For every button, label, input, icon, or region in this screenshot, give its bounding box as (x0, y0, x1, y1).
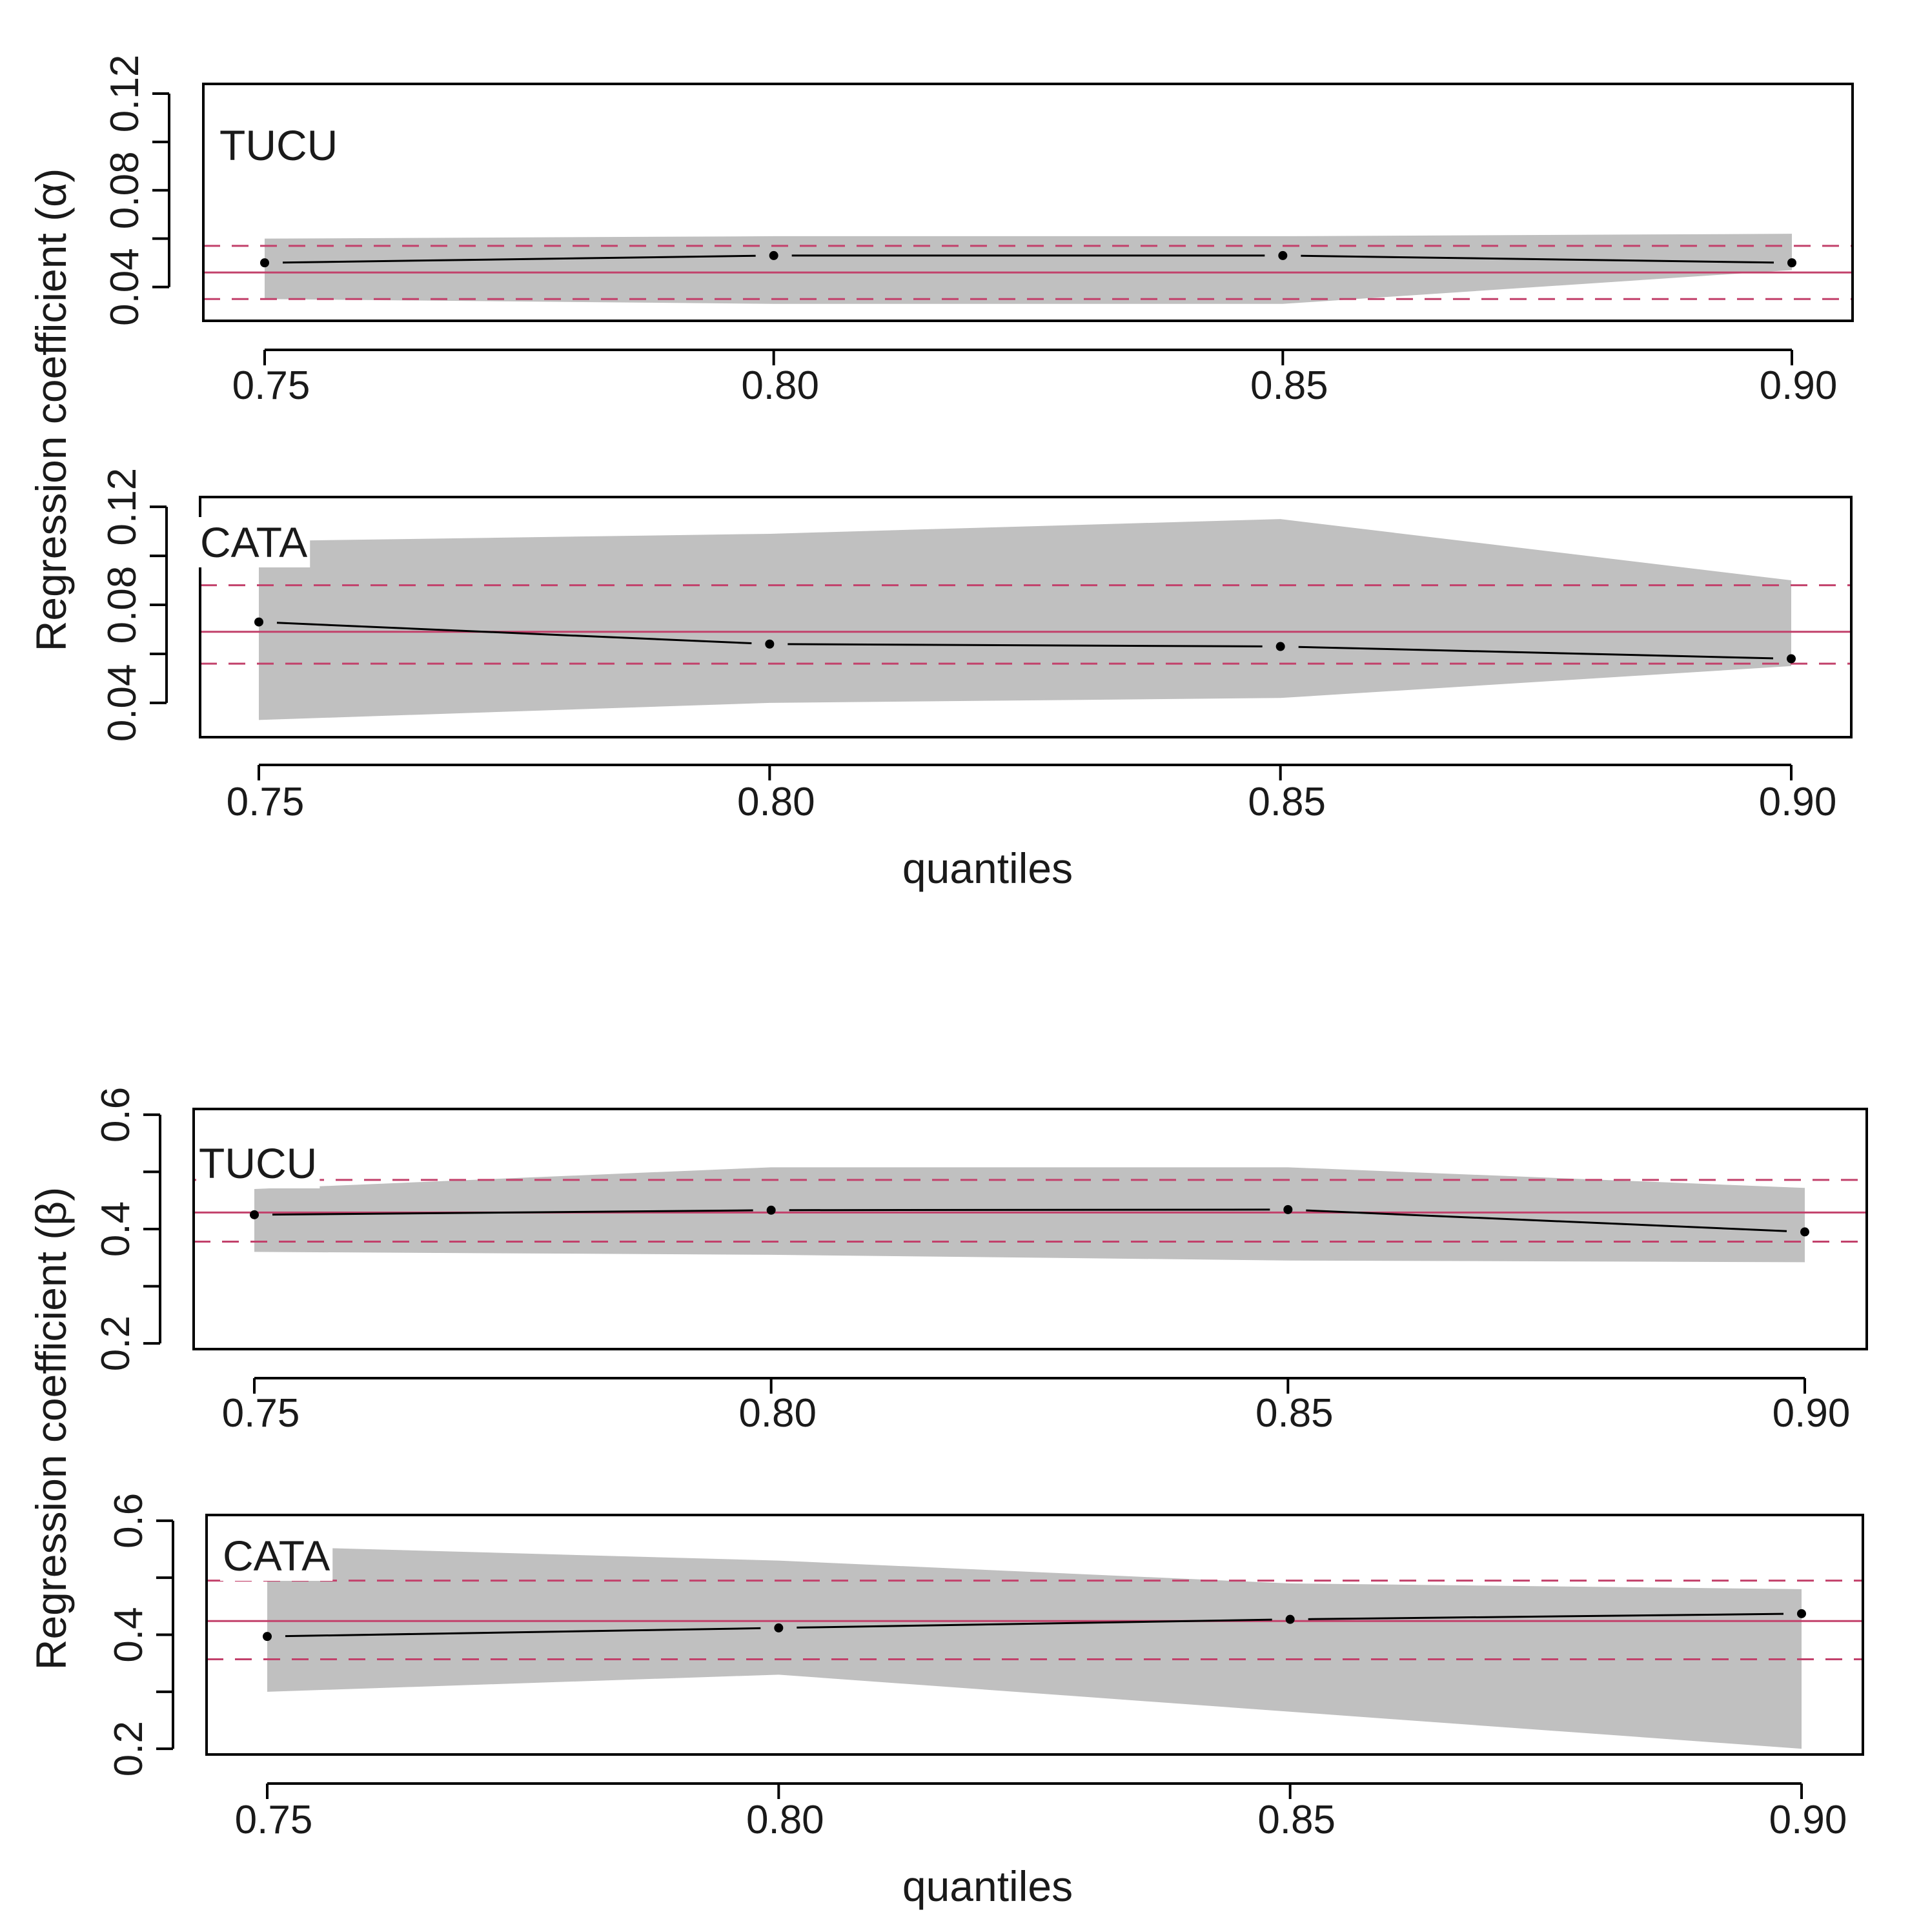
panel-label: CATA (200, 518, 307, 566)
alpha-cata-panel: CATA 0.04 0.08 0.12 0.75 0.80 0.85 0.90 (100, 468, 1853, 824)
estimate-point (1283, 1205, 1293, 1214)
panel-frame (192, 1108, 1868, 1350)
y-tick-label: 0.04 (103, 248, 147, 326)
y-tick-label: 0.6 (107, 1493, 151, 1549)
estimate-point (1787, 258, 1796, 268)
estimate-point (766, 1205, 776, 1215)
estimate-line-segment (1298, 646, 1774, 660)
estimate-point (260, 258, 269, 268)
x-tick-label: 0.85 (1255, 1391, 1334, 1436)
y-tick-label: 0.2 (94, 1316, 138, 1371)
beta-cata-panel: CATA 0.2 0.4 0.6 0.75 0.80 0.85 0.90 (107, 1493, 1864, 1842)
beta-x-axis-label: quantiles (902, 1862, 1073, 1910)
estimate-point (1797, 1609, 1806, 1618)
estimate-line-segment (272, 1209, 753, 1216)
y-tick-label: 0.4 (94, 1201, 138, 1257)
x-tick-label: 0.75 (227, 780, 305, 824)
estimate-point (1275, 642, 1285, 651)
beta-y-axis-label: Regression coefficient (β) (27, 1187, 75, 1670)
estimate-line-segment (1301, 254, 1774, 264)
y-tick-label: 0.4 (107, 1607, 151, 1662)
x-tick-label: 0.90 (1769, 1798, 1847, 1842)
estimate-line-segment (787, 643, 1263, 647)
alpha-x-axis-label: quantiles (902, 844, 1073, 892)
estimate-point (1787, 654, 1796, 664)
panel-label-background (217, 120, 341, 170)
estimate-point (250, 1210, 259, 1219)
estimate-line-segment (282, 254, 756, 264)
estimate-line-segment (797, 1618, 1272, 1629)
beta-tucu-panel: TUCU 0.2 0.4 0.6 0.75 0.80 0.85 0.90 (94, 1087, 1868, 1436)
y-tick-label: 0.04 (100, 664, 145, 742)
panel-label-background (220, 1530, 333, 1581)
estimate-point (774, 1623, 784, 1632)
estimate-point (769, 250, 778, 260)
estimate-line-segment (276, 622, 752, 645)
x-tick-label: 0.80 (737, 780, 815, 824)
x-tick-label: 0.80 (746, 1798, 824, 1842)
x-tick-label: 0.90 (1773, 1391, 1851, 1436)
y-tick-label: 0.12 (100, 468, 145, 546)
y-tick-label: 0.08 (103, 151, 147, 229)
estimate-line-segment (1306, 1209, 1787, 1232)
estimate-point (1278, 250, 1288, 260)
estimate-point (263, 1632, 272, 1642)
x-tick-label: 0.90 (1760, 363, 1838, 408)
x-tick-label: 0.90 (1759, 780, 1837, 824)
y-tick-label: 0.12 (103, 55, 147, 133)
alpha-tucu-panel: TUCU 0.04 0.08 0.12 0.75 0.80 0.85 0.90 (103, 55, 1854, 408)
confidence-band (267, 1546, 1802, 1749)
x-tick-label: 0.80 (741, 363, 819, 408)
estimate-point (254, 617, 263, 627)
alpha-y-axis-label: Regression coefficient (α) (27, 168, 75, 652)
x-tick-label: 0.85 (1250, 363, 1328, 408)
x-tick-label: 0.85 (1257, 1798, 1336, 1842)
estimate-point (765, 639, 775, 649)
confidence-band (265, 234, 1792, 304)
x-tick-label: 0.75 (235, 1798, 313, 1842)
estimate-line-segment (1308, 1612, 1784, 1620)
y-tick-label: 0.6 (94, 1087, 138, 1143)
panel-label: TUCU (199, 1139, 317, 1187)
x-tick-label: 0.75 (222, 1391, 300, 1436)
panel-label: CATA (223, 1532, 330, 1580)
confidence-band (254, 1167, 1805, 1263)
panel-label-background (198, 517, 310, 567)
estimate-point (1285, 1614, 1295, 1624)
y-tick-label: 0.2 (107, 1721, 151, 1776)
panel-label: TUCU (219, 121, 338, 169)
panel-frame (202, 83, 1854, 322)
estimate-point (1800, 1227, 1809, 1237)
y-tick-label: 0.08 (100, 566, 145, 644)
panel-frame (205, 1514, 1864, 1756)
estimate-line-segment (285, 1627, 761, 1638)
panel-label-background (196, 1138, 320, 1188)
x-tick-label: 0.80 (738, 1391, 817, 1436)
x-tick-label: 0.75 (232, 363, 310, 408)
confidence-band (259, 519, 1791, 720)
x-tick-label: 0.85 (1248, 780, 1326, 824)
panel-frame (199, 496, 1853, 738)
